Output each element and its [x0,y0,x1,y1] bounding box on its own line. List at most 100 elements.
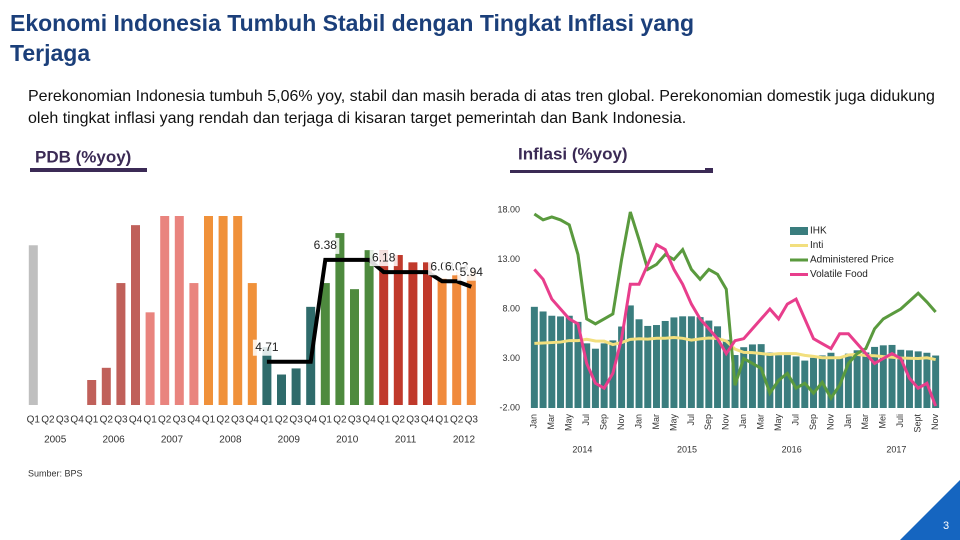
legend-label: IHK [810,226,827,237]
x-tick-label: Q4 [304,415,318,426]
year-label: 2015 [677,444,697,454]
bar [28,245,38,405]
bar [87,380,97,405]
x-tick-label: Q1 [377,415,391,426]
bar [160,216,170,405]
x-tick-label: Jan [843,414,853,429]
year-label: 2011 [395,435,417,446]
x-tick-label: Sep [703,414,713,430]
bar [766,352,774,408]
bar [291,368,301,405]
bar [670,317,678,408]
x-tick-label: Q3 [289,415,303,426]
x-tick-label: May [668,414,678,432]
bar [350,289,359,405]
x-tick-label: Jan [529,414,539,429]
bar [679,316,687,408]
year-label: 2008 [219,435,242,446]
data-label: 6.38 [314,238,338,252]
bar [539,311,547,408]
x-tick-label: Q3 [56,415,70,426]
y-tick-label: 8.00 [502,303,520,313]
x-tick-label: Sep [808,414,818,430]
bar [871,346,879,408]
line [266,257,473,364]
x-tick-label: Q2 [216,415,230,426]
bar [437,278,447,405]
bar [145,312,155,405]
bar [452,272,462,405]
x-tick-label: Sep [599,414,609,430]
bar [722,339,730,408]
legend-swatch [790,227,808,235]
bar [233,216,243,405]
slide-title: Ekonomi Indonesia Tumbuh Stabil dengan T… [10,10,695,66]
year-label: 2010 [336,435,359,446]
legend-label: Inti [810,240,823,251]
label-box [369,250,398,267]
bar [174,216,184,405]
bar [879,345,887,408]
year-label: 2017 [886,444,906,454]
slide-text: Perekonomian Indonesia tumbuh 5,06% yoy,… [28,88,935,127]
bar [827,352,835,408]
bar [844,353,852,408]
bar [635,319,643,408]
bar [116,283,126,405]
bar [277,374,286,405]
x-tick-label: Mar [756,414,766,430]
line [533,242,938,407]
year-label: 2016 [782,444,802,454]
x-tick-label: Q2 [392,415,406,426]
x-tick-label: Jan [738,414,748,429]
x-tick-label: Q4 [129,415,143,426]
legend-label: Volatile Food [810,269,868,280]
x-tick-label: Q2 [158,415,172,426]
x-tick-label: Jul [686,414,696,426]
y-tick-label: 13.00 [497,254,520,264]
bar [932,355,940,408]
x-tick-label: Jul [790,414,800,426]
bar [466,270,476,405]
bar [653,325,660,408]
label-box [457,264,486,281]
y-tick-label: 3.00 [502,353,520,363]
x-tick-label: Q4 [421,415,435,426]
chart-title: PDB (%yoy) [35,147,131,166]
bar [548,315,556,408]
source: Sumber: BPS [28,468,83,478]
bar [810,357,817,408]
x-tick-label: Q2 [41,415,55,426]
data-label: 4.71 [255,340,279,354]
header-underline [510,170,705,173]
bar [923,352,931,408]
x-tick-label: Q1 [143,415,157,426]
bar [379,250,389,405]
bar [714,326,722,408]
bar [792,356,800,408]
legend-label: Administered Price [810,255,894,266]
y-tick-label: 18.00 [497,204,520,214]
x-tick-label: Q1 [27,415,41,426]
bar [705,320,713,408]
data-label: 5.94 [460,265,484,279]
year-label: 2014 [572,444,592,454]
bar [218,216,228,405]
bar [335,233,345,405]
x-tick-label: Q1 [202,415,216,426]
bar [204,216,213,405]
x-tick-label: Q3 [114,415,128,426]
bar [583,343,591,408]
x-tick-label: Q2 [100,415,114,426]
x-tick-label: Mar [860,414,870,430]
bar [853,350,861,408]
x-tick-label: Q4 [187,415,201,426]
bar [644,325,652,408]
bar [131,225,140,405]
bar [783,354,791,408]
bar [757,344,765,408]
bar [320,283,330,405]
x-tick-label: Sept [913,414,923,433]
bar [740,347,748,408]
